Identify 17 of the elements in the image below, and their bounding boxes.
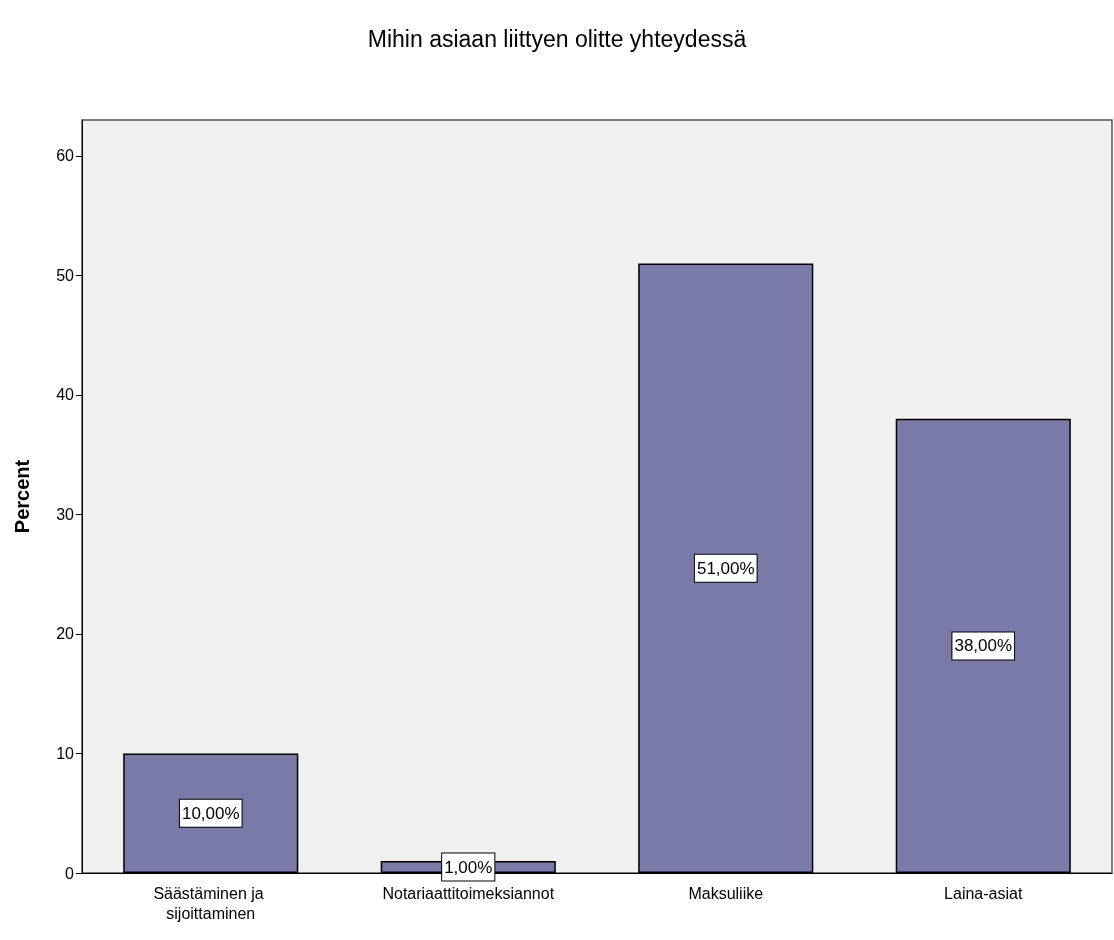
data-label: 10,00% bbox=[181, 803, 240, 823]
data-label: 51,00% bbox=[696, 558, 755, 578]
y-tick-label: 60 bbox=[56, 147, 75, 165]
y-tick-label: 50 bbox=[56, 266, 75, 284]
chart-title: Mihin asiaan liittyen olitte yhteydessä bbox=[367, 25, 747, 52]
x-tick-label: Notariaattitoimeksiannot bbox=[382, 884, 555, 902]
x-tick-label: Säästäminen ja sijoittaminen bbox=[153, 884, 269, 922]
y-tick-label: 0 bbox=[65, 864, 75, 882]
y-axis-title: Percent bbox=[11, 459, 33, 534]
data-label: 38,00% bbox=[954, 636, 1013, 656]
x-tick-label: Laina-asiat bbox=[944, 884, 1023, 902]
y-tick-label: 20 bbox=[56, 625, 75, 643]
x-tick-label: Maksuliike bbox=[688, 884, 764, 902]
y-tick-label: 30 bbox=[56, 505, 75, 523]
y-tick-label: 40 bbox=[56, 386, 75, 404]
y-tick-label: 10 bbox=[56, 744, 75, 762]
data-label: 1,00% bbox=[444, 857, 493, 877]
